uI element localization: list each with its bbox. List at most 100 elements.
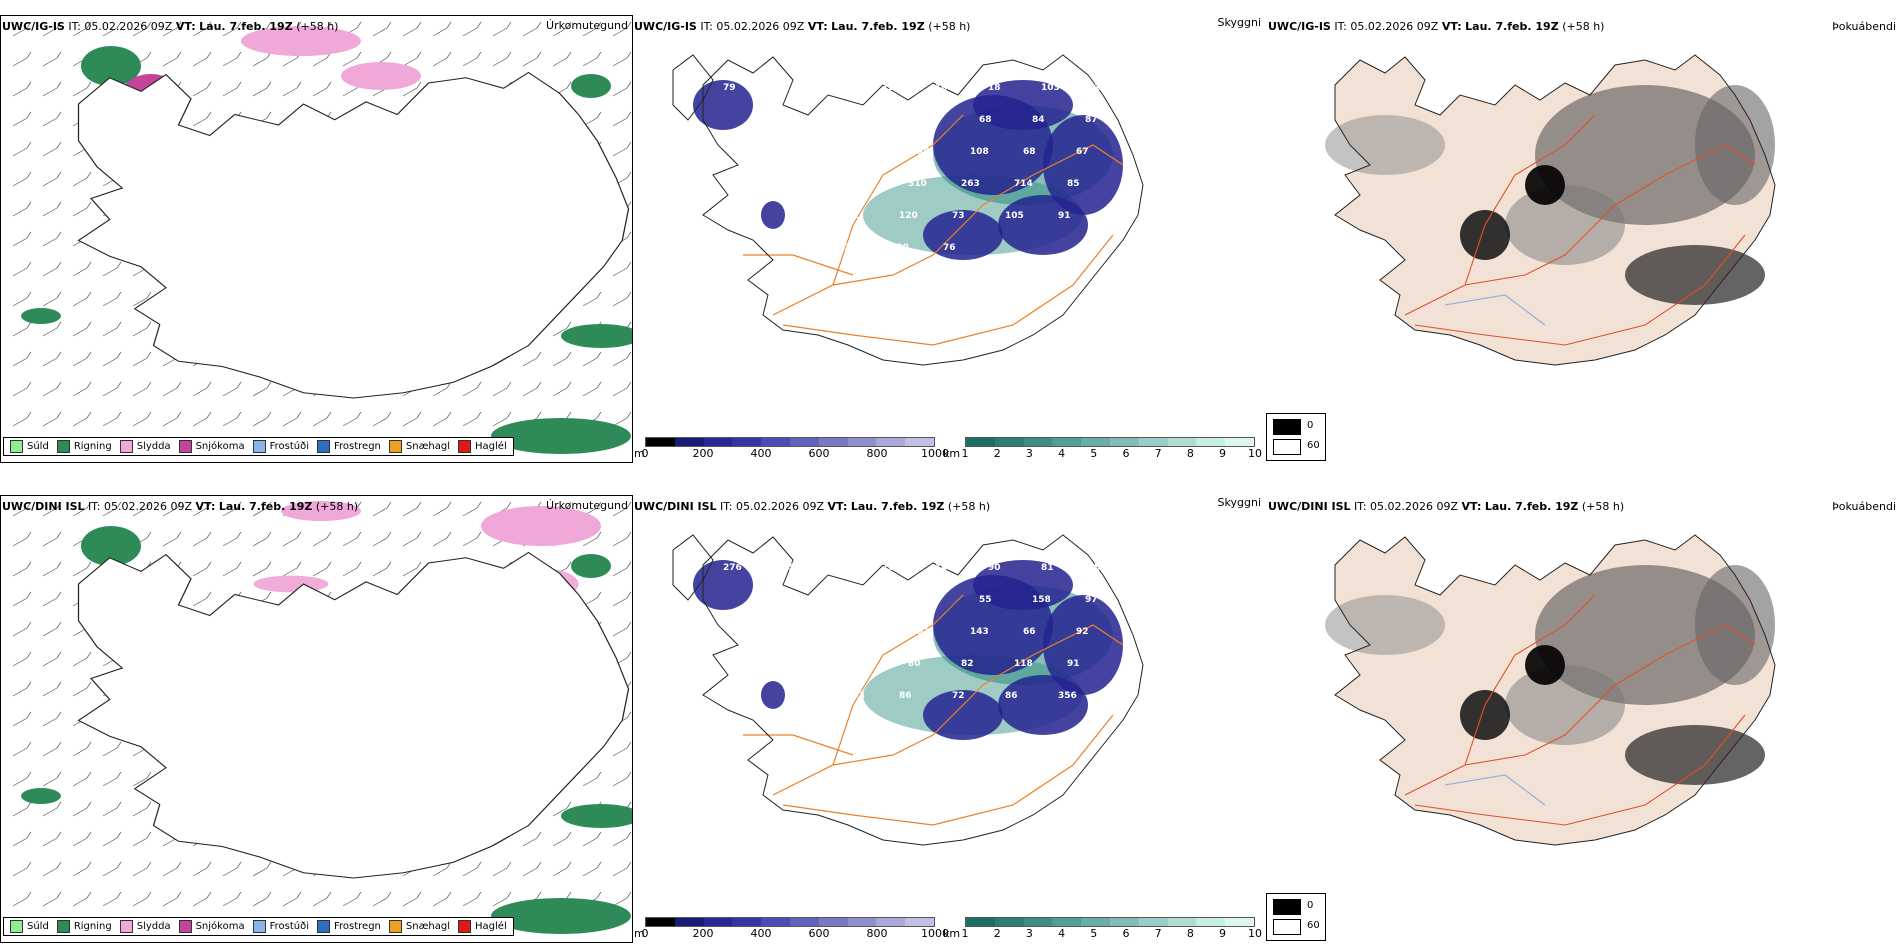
tick-label: 3 — [1025, 447, 1033, 460]
legend-item: Snæhagl — [388, 440, 450, 453]
tick-label: 6 — [1122, 927, 1130, 940]
ceiling-value-label: 39 — [767, 115, 780, 125]
lead-time: (+58 h) — [947, 500, 991, 513]
precip-legend: Súld Rigning Slydda Snjókoma Frostúði Fr… — [3, 917, 514, 936]
ceiling-value-label: 72 — [952, 691, 965, 701]
it-label: IT: — [1334, 20, 1347, 33]
ceiling-panel-bottom: 276 145 107 70 146 90 81 82 78 185 143 70 55 158 97 92 1… — [633, 495, 1265, 943]
it-label: IT: — [700, 20, 713, 33]
legend-swatch — [458, 920, 472, 933]
ceiling-value-label: 145 — [776, 563, 795, 573]
lead-time: (+58 h) — [315, 500, 359, 513]
ceiling-value-label: 92 — [758, 627, 771, 637]
tick-label: 6 — [1122, 447, 1130, 460]
ceiling-value-label: 82 — [961, 659, 974, 669]
tick-label: 400 — [750, 927, 772, 940]
legend-swatch — [252, 440, 266, 453]
lead-time: (+58 h) — [928, 20, 971, 33]
visibility-unit: km — [943, 927, 961, 940]
ceiling-value-label: 86 — [899, 691, 912, 701]
ceiling-unit: m — [634, 447, 645, 460]
fog-legend-min: 0 — [1307, 420, 1314, 431]
tick-label: 7 — [1154, 927, 1162, 940]
ceiling-value-label: 310 — [908, 179, 927, 189]
tick-label: 200 — [692, 927, 714, 940]
ceiling-map-bottom: 276 145 107 70 146 90 81 82 78 185 143 70 55 158 97 92 1… — [672, 534, 1144, 846]
ceiling-value-label: 356 — [1058, 691, 1077, 701]
ceiling-value-label: 136 — [731, 723, 750, 733]
model-name: UWC/DINI ISL — [2, 500, 85, 513]
vt-value: Lau. 7.feb. 19Z — [850, 500, 945, 513]
ceiling-value-label: 60 — [864, 627, 877, 637]
tick-label: 2 — [993, 447, 1001, 460]
ceiling-value-label: 107 — [829, 563, 848, 573]
fog-legend-max: 60 — [1307, 440, 1320, 451]
header-precip-bottom: UWC/DINI ISL IT: 05.02.2026 09Z VT: Lau.… — [2, 500, 358, 513]
ceiling-title: Skyggni — [1217, 16, 1261, 29]
ceiling-value-label: 96 — [758, 147, 771, 157]
vt-value: Lau. 7.feb. 19Z — [1465, 20, 1559, 33]
ceiling-value-label: 81 — [1041, 563, 1054, 573]
ceiling-colorbar: 0 200 400 600 800 1000 — [642, 917, 949, 940]
ceiling-value-label: 48 — [811, 147, 824, 157]
ceiling-value-label: 177 — [837, 243, 856, 253]
tick-label: 9 — [1219, 927, 1227, 940]
it-value: 05.02.2026 09Z — [1350, 20, 1439, 33]
legend-item: Frostregn — [317, 440, 381, 453]
lead-time: (+58 h) — [296, 20, 339, 33]
fog-legend-black — [1273, 899, 1301, 915]
precip-legend: Súld Rigning Slydda Snjókoma Frostúði Fr… — [3, 437, 514, 456]
it-value: 05.02.2026 09Z — [84, 20, 173, 33]
ceiling-value-label: 78 — [767, 595, 780, 605]
header-fog-bottom: UWC/DINI ISL IT: 05.02.2026 09Z VT: Lau.… — [1268, 500, 1624, 513]
header-ceiling-top: UWC/IG-IS IT: 05.02.2026 09Z VT: Lau. 7.… — [634, 20, 970, 33]
precip-map-top — [12, 21, 632, 454]
tick-label: 7 — [1154, 447, 1162, 460]
fog-map-bottom — [1325, 534, 1776, 846]
ceiling-value-label: 103 — [1041, 83, 1060, 93]
legend-item: Súld — [10, 920, 49, 933]
legend-label: Súld — [27, 921, 49, 932]
fog-title: Þokuábendi — [1832, 20, 1896, 33]
ceiling-value-label: 82 — [1094, 563, 1107, 573]
tick-label: 1 — [961, 927, 969, 940]
ceiling-value-label: 35 — [917, 147, 930, 157]
legend-label: Slydda — [136, 441, 171, 452]
header-ceiling-bottom: UWC/DINI ISL IT: 05.02.2026 09Z VT: Lau.… — [634, 500, 990, 513]
legend-label: Snjókoma — [195, 441, 245, 452]
vt-label: VT: — [1461, 500, 1482, 513]
ceiling-value-label: 91 — [1067, 659, 1080, 669]
fog-legend-white — [1273, 919, 1301, 935]
ceiling-unit: m — [634, 927, 645, 940]
ceiling-value-label: 137 — [784, 243, 803, 253]
ceiling-value-label: 66 — [1023, 627, 1036, 637]
ceiling-value-label: 67 — [1076, 147, 1089, 157]
it-value: 05.02.2026 09Z — [716, 20, 805, 33]
ceiling-value-label: 61 — [820, 115, 833, 125]
fog-panel-bottom: Þokuábendi — [1265, 495, 1900, 943]
legend-swatch — [458, 440, 472, 453]
ceiling-value-label: 85 — [1067, 179, 1080, 189]
legend-item: Frostúði — [252, 440, 309, 453]
ceiling-value-label: 63 — [776, 83, 789, 93]
vt-label: VT: — [175, 20, 196, 33]
legend-label: Frostúði — [269, 921, 309, 932]
ceiling-value-label: 95 — [793, 211, 806, 221]
ceiling-value-label: 70 — [926, 595, 939, 605]
visibility-colorbar-swatches — [965, 917, 1255, 927]
visibility-colorbar: 1 2 3 4 5 6 7 8 9 10 — [962, 437, 1262, 460]
model-name: UWC/DINI ISL — [1268, 500, 1351, 513]
ceiling-value-label: 91 — [1058, 211, 1071, 221]
legend-label: Frostregn — [334, 921, 381, 932]
it-label: IT: — [720, 500, 733, 513]
ceiling-value-label: 68 — [979, 115, 992, 125]
vt-value: Lau. 7.feb. 19Z — [1484, 500, 1579, 513]
model-name: UWC/IG-IS — [634, 20, 697, 33]
fog-panel-top: Þokuábendi — [1265, 15, 1900, 463]
iceland-outline — [77, 551, 630, 879]
ceiling-value-label: 79 — [723, 83, 736, 93]
tick-label: 5 — [1090, 447, 1098, 460]
legend-item: Súld — [10, 440, 49, 453]
ceiling-value-label: 330 — [890, 243, 909, 253]
ceiling-value-label: 103 — [846, 691, 865, 701]
